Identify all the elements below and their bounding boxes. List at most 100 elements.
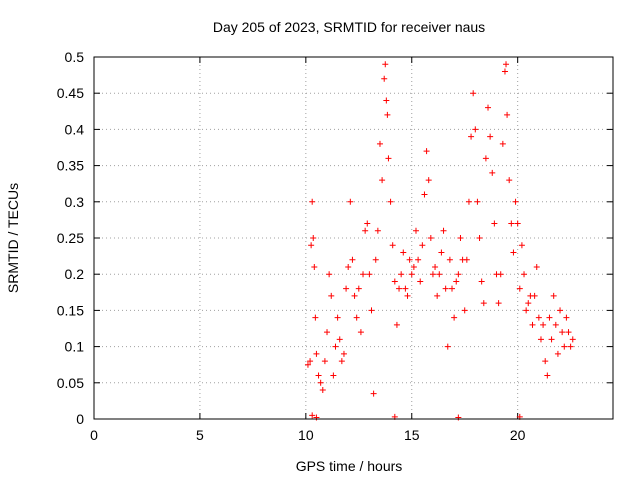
data-point bbox=[518, 242, 525, 249]
data-point bbox=[332, 343, 339, 350]
data-point bbox=[310, 235, 317, 241]
data-point bbox=[472, 126, 479, 133]
data-point bbox=[311, 263, 318, 270]
data-point bbox=[357, 329, 364, 336]
y-tick-label: 0.35 bbox=[57, 158, 84, 174]
data-point bbox=[436, 271, 443, 278]
data-point bbox=[309, 412, 316, 419]
data-point bbox=[516, 285, 523, 292]
data-point bbox=[423, 148, 430, 155]
plot-frame bbox=[93, 56, 614, 420]
y-tick-label: 0.3 bbox=[65, 194, 85, 210]
data-point bbox=[340, 350, 347, 357]
data-point bbox=[419, 242, 426, 249]
data-point bbox=[537, 336, 544, 343]
data-point bbox=[514, 220, 521, 227]
data-point bbox=[463, 256, 470, 263]
data-point bbox=[510, 249, 517, 256]
data-point bbox=[550, 292, 557, 299]
data-point bbox=[321, 358, 328, 365]
data-point bbox=[565, 329, 572, 336]
data-point bbox=[557, 307, 564, 314]
data-point bbox=[523, 307, 530, 314]
data-point bbox=[468, 133, 475, 140]
data-point bbox=[304, 361, 311, 368]
data-point bbox=[552, 321, 559, 328]
data-point bbox=[396, 285, 403, 292]
y-tick-label: 0 bbox=[76, 411, 84, 427]
data-point bbox=[444, 343, 451, 350]
data-point bbox=[400, 249, 407, 256]
grid-lines bbox=[94, 57, 613, 419]
data-point bbox=[521, 271, 528, 278]
data-point bbox=[326, 271, 333, 278]
data-point bbox=[455, 414, 462, 421]
data-point bbox=[404, 292, 411, 299]
y-tick-label: 0.45 bbox=[57, 85, 84, 101]
y-tick-label: 0.4 bbox=[65, 121, 85, 137]
data-point bbox=[315, 372, 322, 379]
data-point bbox=[421, 191, 428, 198]
x-tick-label: 10 bbox=[298, 427, 314, 443]
data-point bbox=[453, 278, 460, 285]
data-point bbox=[432, 263, 439, 270]
data-point bbox=[455, 271, 462, 278]
data-point bbox=[355, 285, 362, 292]
y-tick-label: 0.25 bbox=[57, 230, 84, 246]
data-point bbox=[383, 97, 390, 104]
data-point bbox=[410, 263, 417, 270]
data-point bbox=[529, 321, 536, 328]
data-point bbox=[389, 242, 396, 249]
data-point bbox=[535, 314, 542, 321]
data-point bbox=[497, 271, 504, 278]
data-point bbox=[478, 278, 485, 285]
data-point bbox=[504, 111, 511, 118]
data-point bbox=[319, 387, 326, 394]
data-point bbox=[485, 104, 492, 111]
data-point bbox=[391, 278, 398, 285]
data-point bbox=[525, 300, 532, 307]
data-point bbox=[347, 198, 354, 205]
data-point bbox=[328, 292, 335, 299]
y-tick-label: 0.5 bbox=[65, 49, 85, 65]
data-point bbox=[381, 75, 388, 82]
data-point bbox=[313, 414, 320, 421]
data-points bbox=[304, 61, 576, 421]
data-point bbox=[387, 198, 394, 205]
data-point bbox=[567, 343, 574, 350]
data-point bbox=[309, 198, 316, 205]
data-point bbox=[307, 358, 314, 365]
data-point bbox=[312, 314, 319, 321]
data-point bbox=[461, 307, 468, 314]
x-tick-label: 20 bbox=[510, 427, 526, 443]
data-point bbox=[382, 61, 389, 68]
data-point bbox=[429, 271, 436, 278]
y-tick-label: 0.15 bbox=[57, 302, 84, 318]
data-point bbox=[501, 68, 508, 75]
y-tick-label: 0.05 bbox=[57, 375, 84, 391]
data-point bbox=[506, 177, 513, 184]
data-point bbox=[559, 329, 566, 336]
data-point bbox=[308, 242, 315, 249]
data-point bbox=[465, 198, 472, 205]
data-point bbox=[499, 140, 506, 147]
data-point bbox=[512, 198, 519, 205]
data-point bbox=[482, 155, 489, 162]
data-point bbox=[376, 140, 383, 147]
data-point bbox=[408, 271, 415, 278]
x-axis-label: GPS time / hours bbox=[296, 458, 403, 474]
data-point bbox=[561, 343, 568, 350]
data-point bbox=[563, 314, 570, 321]
data-point bbox=[324, 329, 331, 336]
x-tick-label: 0 bbox=[90, 427, 98, 443]
data-point bbox=[548, 336, 555, 343]
data-point bbox=[446, 256, 453, 263]
data-point bbox=[546, 314, 553, 321]
data-point bbox=[343, 285, 350, 292]
data-point bbox=[360, 271, 367, 278]
x-tick-label: 15 bbox=[404, 427, 420, 443]
data-point bbox=[434, 292, 441, 299]
data-point bbox=[398, 271, 405, 278]
data-point bbox=[540, 321, 547, 328]
